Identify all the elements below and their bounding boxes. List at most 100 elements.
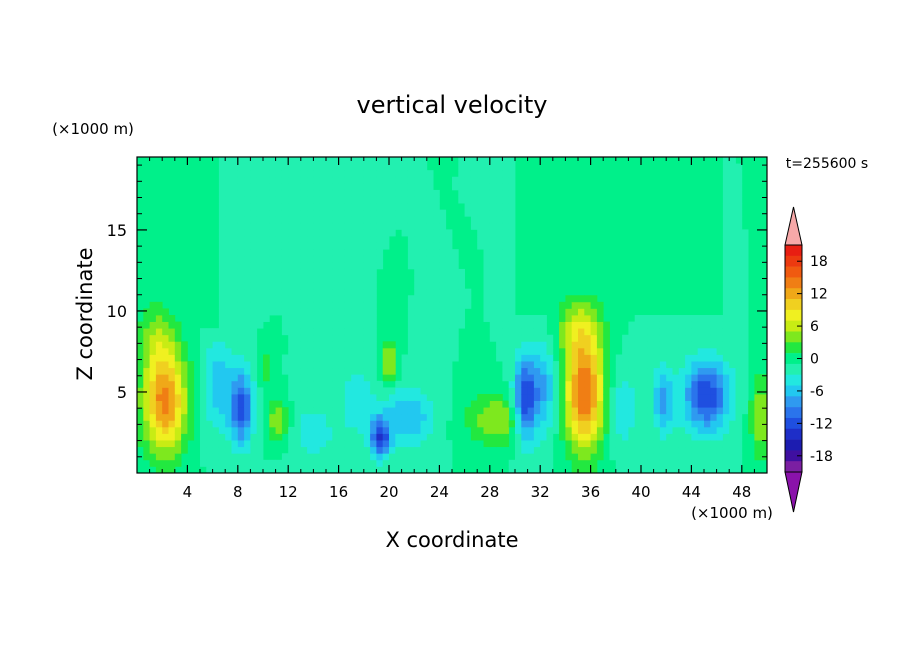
- heatmap-cell: [426, 453, 434, 461]
- heatmap-cell: [382, 361, 390, 369]
- heatmap-cell: [741, 347, 749, 355]
- heatmap-cell: [414, 420, 421, 428]
- heatmap-cell: [225, 268, 232, 276]
- heatmap-cell: [370, 354, 377, 362]
- heatmap-cell: [143, 420, 150, 428]
- heatmap-cell: [622, 374, 629, 382]
- heatmap-cell: [628, 459, 636, 467]
- heatmap-cell: [426, 183, 434, 191]
- heatmap-cell: [590, 459, 598, 467]
- heatmap-cell: [294, 268, 302, 276]
- heatmap-cell: [269, 433, 276, 441]
- heatmap-cell: [376, 196, 384, 204]
- heatmap-cell: [288, 249, 295, 257]
- heatmap-cell: [571, 400, 579, 408]
- heatmap-cell: [357, 242, 365, 250]
- heatmap-cell: [288, 189, 295, 197]
- heatmap-cell: [722, 275, 730, 283]
- heatmap-cell: [603, 334, 610, 342]
- heatmap-cell: [603, 321, 610, 329]
- colorbar-swatch: [785, 331, 802, 343]
- heatmap-cell: [691, 380, 699, 388]
- heatmap-cell: [590, 295, 598, 303]
- colorbar-tick-label: 12: [810, 287, 828, 303]
- heatmap-cell: [729, 433, 736, 441]
- heatmap-cell: [546, 334, 554, 342]
- heatmap-cell: [489, 301, 497, 309]
- heatmap-cell: [464, 407, 472, 415]
- heatmap-cell: [313, 354, 321, 362]
- heatmap-cell: [250, 380, 258, 388]
- heatmap-cell: [256, 407, 264, 415]
- heatmap-cell: [218, 229, 226, 237]
- heatmap-cell: [710, 387, 717, 395]
- heatmap-cell: [231, 209, 239, 217]
- heatmap-cell: [464, 170, 472, 178]
- heatmap-cell: [515, 334, 522, 342]
- heatmap-cell: [502, 440, 510, 448]
- heatmap-cell: [666, 453, 673, 461]
- heatmap-cell: [351, 308, 358, 316]
- heatmap-cell: [647, 347, 654, 355]
- heatmap-cell: [250, 163, 258, 171]
- heatmap-cell: [256, 394, 264, 401]
- heatmap-cell: [275, 413, 283, 421]
- heatmap-cell: [338, 380, 346, 388]
- heatmap-cell: [414, 242, 421, 250]
- heatmap-cell: [578, 321, 585, 329]
- heatmap-cell: [168, 413, 176, 421]
- heatmap-cell: [672, 400, 680, 408]
- heatmap-cell: [370, 400, 377, 408]
- heatmap-cell: [300, 407, 308, 415]
- heatmap-cell: [300, 387, 308, 395]
- heatmap-cell: [231, 387, 239, 395]
- heatmap-cell: [313, 268, 321, 276]
- heatmap-cell: [521, 354, 528, 362]
- heatmap-cell: [363, 367, 371, 375]
- heatmap-cell: [578, 433, 585, 441]
- heatmap-cell: [741, 295, 749, 303]
- heatmap-cell: [546, 361, 554, 369]
- heatmap-cell: [288, 446, 295, 454]
- heatmap-cell: [722, 321, 730, 329]
- heatmap-cell: [502, 236, 510, 243]
- heatmap-cell: [508, 183, 516, 191]
- heatmap-cell: [704, 413, 711, 421]
- heatmap-cell: [338, 301, 346, 309]
- heatmap-cell: [370, 236, 377, 243]
- heatmap-cell: [344, 301, 352, 309]
- heatmap-cell: [502, 413, 510, 421]
- heatmap-cell: [231, 236, 239, 243]
- heatmap-cell: [666, 367, 673, 375]
- heatmap-cell: [678, 321, 686, 329]
- heatmap-cell: [735, 275, 743, 283]
- heatmap-cell: [483, 413, 491, 421]
- heatmap-cell: [584, 347, 591, 355]
- heatmap-cell: [508, 163, 516, 171]
- heatmap-cell: [357, 387, 365, 395]
- heatmap-cell: [344, 222, 352, 230]
- heatmap-cell: [370, 176, 377, 184]
- heatmap-cell: [143, 413, 150, 421]
- heatmap-cell: [231, 440, 239, 448]
- heatmap-cell: [609, 440, 617, 448]
- heatmap-cell: [250, 361, 258, 369]
- heatmap-cell: [332, 216, 339, 224]
- heatmap-cell: [351, 249, 358, 257]
- heatmap-cell: [250, 249, 258, 257]
- heatmap-cell: [237, 236, 245, 243]
- heatmap-cell: [155, 321, 163, 329]
- heatmap-cell: [470, 407, 478, 415]
- heatmap-cell: [313, 176, 321, 184]
- heatmap-cell: [357, 236, 365, 243]
- heatmap-cell: [735, 341, 743, 349]
- heatmap-cell: [515, 407, 522, 415]
- heatmap-cell: [609, 453, 617, 461]
- heatmap-cell: [578, 295, 585, 303]
- heatmap-cell: [691, 440, 699, 448]
- heatmap-cell: [716, 367, 724, 375]
- heatmap-cell: [300, 347, 308, 355]
- heatmap-cell: [704, 328, 711, 336]
- heatmap-cell: [590, 413, 598, 421]
